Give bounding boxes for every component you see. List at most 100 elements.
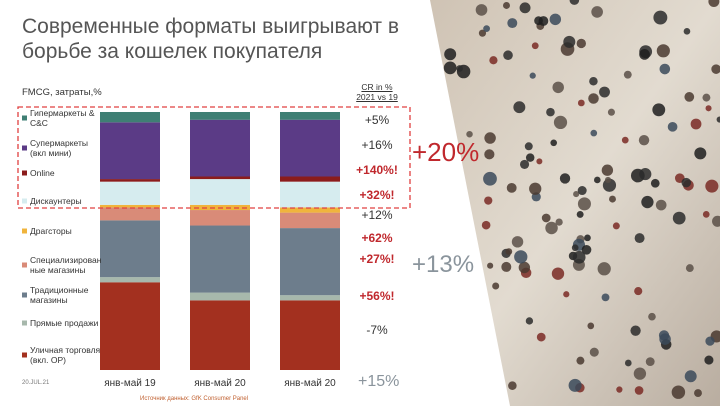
bar-segment <box>280 119 340 177</box>
person <box>589 76 598 86</box>
person <box>563 291 570 298</box>
person <box>702 211 710 218</box>
person <box>508 381 517 390</box>
person <box>671 385 686 399</box>
legend-label: Драгсторы <box>30 226 72 236</box>
person <box>705 179 719 193</box>
person <box>534 16 543 26</box>
person <box>529 182 542 195</box>
person <box>672 211 686 225</box>
person <box>601 164 614 176</box>
person <box>475 4 488 16</box>
person <box>559 173 571 184</box>
person <box>604 176 612 183</box>
bar-segment <box>280 300 340 370</box>
person <box>694 147 707 160</box>
person <box>584 234 591 242</box>
person <box>525 317 534 325</box>
person <box>711 64 720 74</box>
cr-label: +5% <box>364 113 390 127</box>
person <box>581 244 592 255</box>
person <box>563 35 576 48</box>
legend-label: Традиционные магазины <box>30 285 89 305</box>
person <box>577 185 587 196</box>
person <box>708 0 720 8</box>
bar-segment <box>100 112 160 123</box>
photo <box>430 0 720 406</box>
bar-segment <box>190 292 250 301</box>
date: 20.JUL.21 <box>22 380 50 386</box>
highlight-box <box>17 106 411 209</box>
legend-label: Супермаркеты (вкл мини) <box>30 138 89 158</box>
x-tick-label: янв-май 20 <box>194 378 246 389</box>
legend-swatch <box>22 145 27 151</box>
person <box>684 370 697 383</box>
x-tick-label: янв-май 20 <box>284 378 336 389</box>
person <box>503 50 513 61</box>
cr-label: +62% <box>361 231 393 245</box>
person <box>659 333 671 345</box>
person <box>507 18 518 29</box>
person <box>705 105 712 112</box>
person <box>716 116 720 123</box>
cr-label: +27%! <box>359 252 395 266</box>
person <box>702 93 711 102</box>
person <box>587 322 595 330</box>
legend-label: Гипермаркеты & C&C <box>30 108 95 128</box>
person <box>572 250 586 264</box>
person <box>484 196 493 205</box>
person <box>466 130 473 138</box>
bar-segment <box>280 176 340 182</box>
person <box>659 63 671 75</box>
person <box>511 236 524 248</box>
person <box>652 103 666 117</box>
person <box>590 129 598 137</box>
person <box>597 262 611 276</box>
person <box>634 233 645 244</box>
person <box>599 86 610 98</box>
person <box>694 389 702 397</box>
legend-swatch <box>22 320 27 326</box>
bar-segment <box>280 228 340 296</box>
person <box>573 191 580 198</box>
person <box>639 49 650 60</box>
person <box>513 101 526 114</box>
person <box>653 10 668 25</box>
legend-swatch <box>22 115 27 121</box>
person <box>705 336 715 346</box>
bar-segment <box>100 122 160 180</box>
person <box>505 248 513 255</box>
person <box>612 222 620 230</box>
person <box>506 182 517 193</box>
person <box>683 27 691 35</box>
legend-label: Уличная торговля (вкл. ОР) <box>30 345 101 365</box>
person <box>656 44 670 58</box>
person <box>630 325 641 336</box>
bar-segment <box>190 112 250 120</box>
bar-segment <box>280 181 340 208</box>
person <box>489 56 498 65</box>
person <box>484 149 495 160</box>
person <box>444 48 457 61</box>
person <box>478 29 487 37</box>
person <box>667 121 678 132</box>
person <box>633 367 647 380</box>
cr-label: +56%! <box>359 289 395 303</box>
person <box>685 264 694 273</box>
person <box>591 6 603 18</box>
bar-segment <box>100 277 160 283</box>
bar-segment <box>100 282 160 370</box>
person <box>541 213 551 223</box>
cr-header: CR in % 2021 vs 19 <box>356 82 398 102</box>
title: Современные форматы выигрывают в борьбе … <box>22 15 400 63</box>
legend-swatch <box>22 228 27 234</box>
legend-swatch <box>22 262 27 268</box>
person <box>484 132 496 144</box>
person <box>690 118 702 130</box>
person <box>571 244 579 252</box>
person <box>492 282 500 290</box>
person <box>551 267 565 280</box>
person <box>536 158 543 165</box>
